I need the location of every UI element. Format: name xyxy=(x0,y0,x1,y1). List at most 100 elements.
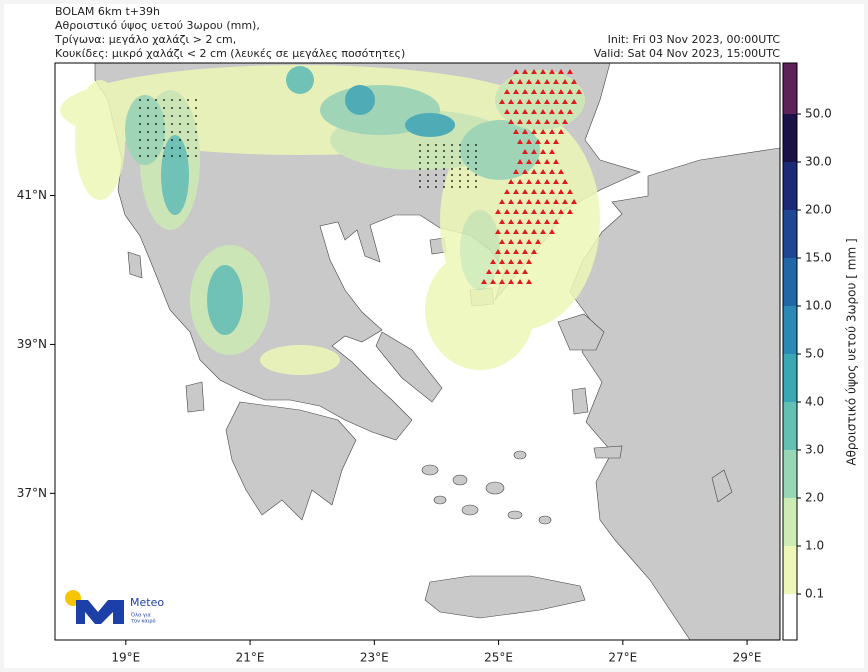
hail-dot xyxy=(155,123,157,125)
hail-triangle xyxy=(504,109,510,114)
hail-triangle xyxy=(558,169,564,174)
hail-triangle xyxy=(504,189,510,194)
hail-triangle xyxy=(522,169,528,174)
hail-triangle xyxy=(535,99,541,104)
hail-triangle xyxy=(562,79,568,84)
hail-dot xyxy=(419,162,421,164)
hail-triangle xyxy=(540,149,546,154)
hail-triangle xyxy=(549,129,555,134)
hail-dot xyxy=(187,115,189,117)
logo: Meteo Όλα για τον καιρό xyxy=(65,590,164,625)
hail-triangle xyxy=(549,209,555,214)
hail-triangle xyxy=(558,109,564,114)
hail-triangle xyxy=(544,139,550,144)
rain-area xyxy=(425,250,535,370)
evia xyxy=(375,331,443,403)
colorbar-band xyxy=(783,354,797,402)
hail-triangle xyxy=(549,89,555,94)
hail-triangle xyxy=(526,179,532,184)
hail-dot xyxy=(147,131,149,133)
header-line: Κουκίδες: μικρό χαλάζι < 2 cm (λευκές σε… xyxy=(55,47,405,60)
hail-dot xyxy=(443,180,445,182)
hail-triangle xyxy=(517,199,523,204)
hail-dot xyxy=(435,144,437,146)
hail-triangle xyxy=(540,69,546,74)
hail-triangle xyxy=(517,139,523,144)
hail-dot xyxy=(443,174,445,176)
hail-dot xyxy=(171,155,173,157)
hail-triangle xyxy=(553,139,559,144)
colorbar-band xyxy=(783,498,797,546)
hail-triangle xyxy=(513,109,519,114)
hail-triangle xyxy=(531,249,537,254)
colorbar-band xyxy=(783,306,797,354)
hail-triangle xyxy=(562,199,568,204)
hail-triangle xyxy=(526,239,532,244)
hail-triangle xyxy=(576,89,582,94)
hail-dot xyxy=(147,99,149,101)
hail-dot xyxy=(155,115,157,117)
colorbar-tick-label: 2.0 xyxy=(805,491,824,505)
hail-dot xyxy=(443,144,445,146)
hail-dot xyxy=(163,115,165,117)
hail-dot xyxy=(467,156,469,158)
hail-triangle xyxy=(513,89,519,94)
hail-triangle xyxy=(490,259,496,264)
hail-triangle xyxy=(562,99,568,104)
hail-dot xyxy=(419,144,421,146)
header-line: Αθροιστικό ύψος υετού 3ωρου (mm), xyxy=(55,19,260,32)
hail-triangle xyxy=(544,79,550,84)
hail-dot xyxy=(459,162,461,164)
hail-triangle xyxy=(522,209,528,214)
crete xyxy=(424,575,586,619)
hail-dot xyxy=(475,186,477,188)
hail-dot xyxy=(475,156,477,158)
hail-dot xyxy=(139,131,141,133)
lon-tick-label: 27°E xyxy=(608,651,637,665)
lon-tick-label: 23°E xyxy=(360,651,389,665)
hail-dot xyxy=(459,150,461,152)
init-time: Init: Fri 03 Nov 2023, 00:00UTC xyxy=(608,33,781,46)
hail-triangle xyxy=(508,179,514,184)
hail-triangle xyxy=(567,109,573,114)
hail-triangle xyxy=(553,179,559,184)
hail-triangle xyxy=(526,139,532,144)
hail-dot xyxy=(419,156,421,158)
hail-triangle xyxy=(499,199,505,204)
logo-tagline: Όλα για xyxy=(130,612,152,619)
rain-area xyxy=(161,135,189,215)
hail-dot xyxy=(427,186,429,188)
hail-triangle xyxy=(522,69,528,74)
hail-dot xyxy=(179,147,181,149)
hail-dot xyxy=(163,107,165,109)
hail-dot xyxy=(443,156,445,158)
hail-triangle xyxy=(571,79,577,84)
hail-dot xyxy=(195,99,197,101)
rain-area xyxy=(75,80,125,200)
hail-triangle xyxy=(531,129,537,134)
hail-triangle xyxy=(517,79,523,84)
hail-dot xyxy=(443,162,445,164)
hail-triangle xyxy=(535,79,541,84)
hail-dot xyxy=(179,123,181,125)
hail-triangle xyxy=(522,229,528,234)
hail-dot xyxy=(419,186,421,188)
hail-dot xyxy=(467,174,469,176)
hail-dot xyxy=(435,168,437,170)
colorbar-tick-label: 30.0 xyxy=(805,155,832,169)
hail-dot xyxy=(475,144,477,146)
colorbar-band xyxy=(783,63,797,114)
hail-dot xyxy=(419,174,421,176)
hail-dot xyxy=(443,168,445,170)
rain-area xyxy=(460,120,540,180)
hail-dot xyxy=(427,174,429,176)
hail-dot xyxy=(179,155,181,157)
hail-triangle xyxy=(531,149,537,154)
hail-triangle xyxy=(544,159,550,164)
hail-dot xyxy=(467,162,469,164)
colorbar-frame xyxy=(782,62,798,641)
hail-triangle xyxy=(553,99,559,104)
hail-dot xyxy=(147,115,149,117)
hail-dot xyxy=(451,144,453,146)
logo-mark xyxy=(76,600,124,624)
